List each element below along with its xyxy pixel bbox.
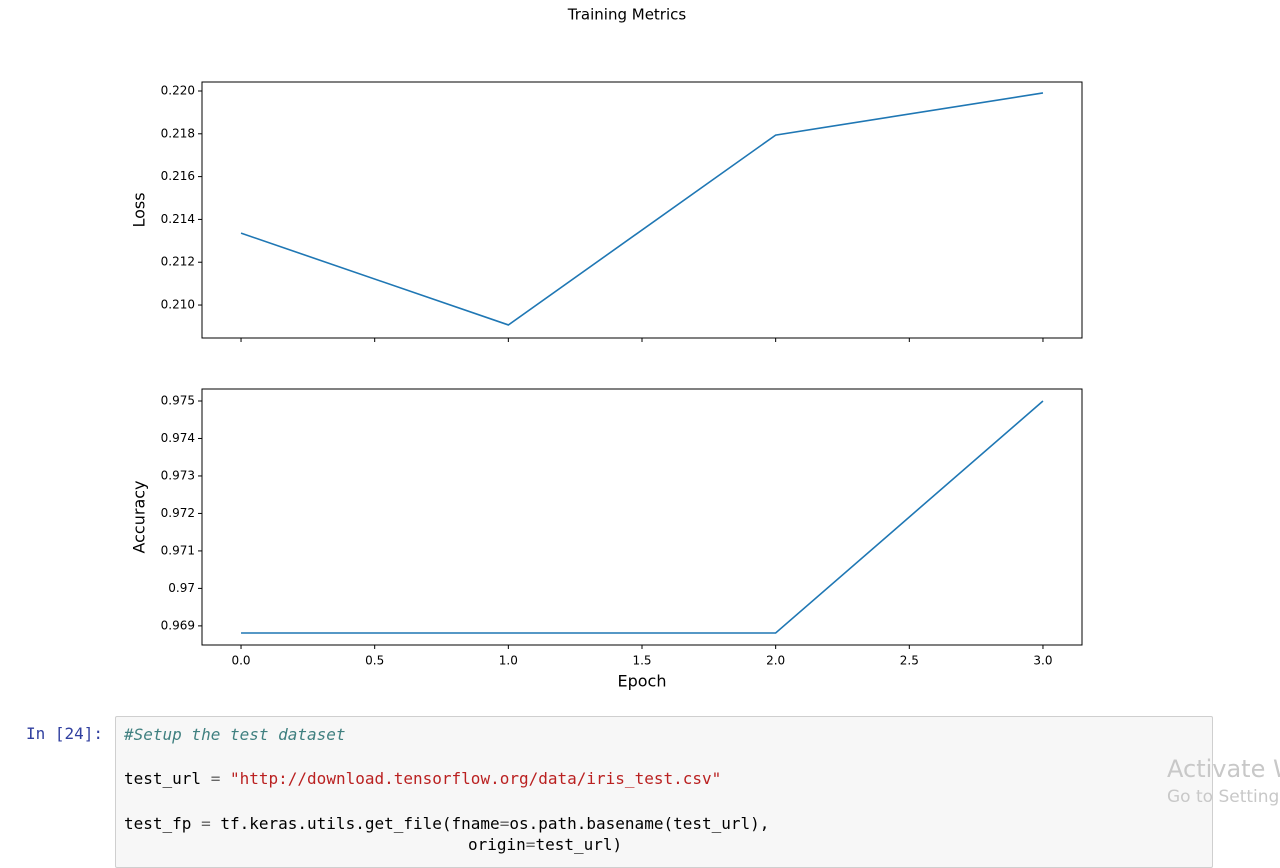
y-tick-label: 0.971 — [161, 543, 195, 557]
watermark-subtitle: Go to Settings to activate Windows. — [1167, 787, 1280, 807]
y-tick-label: 0.220 — [161, 83, 195, 97]
code-token: = — [499, 814, 510, 833]
code-token: "http://download.tensorflow.org/data/iri… — [229, 769, 722, 788]
code-token: = — [525, 835, 536, 854]
code-token: tf.keras.utils.get_file(fname — [210, 814, 500, 833]
code-token — [220, 769, 230, 788]
data-line — [241, 400, 1044, 634]
y-axis-label: Loss — [130, 192, 149, 227]
x-tick-label: 2.5 — [900, 654, 919, 668]
x-tick-label: 2.0 — [766, 654, 785, 668]
code-line: origin=test_url) — [468, 835, 622, 854]
plot-frame — [201, 81, 1083, 339]
y-tick-label: 0.218 — [161, 126, 195, 140]
code-token: test_url) — [535, 835, 623, 854]
watermark-title: Activate Windows — [1167, 755, 1280, 783]
x-tick-label: 3.0 — [1033, 654, 1052, 668]
code-token: test_fp — [124, 814, 202, 833]
y-axis-label: Accuracy — [130, 480, 149, 553]
y-tick-label: 0.212 — [161, 255, 195, 269]
code-token: os.path.basename(test_url), — [509, 814, 770, 833]
page: {"figure_title": "Training Metrics", "ch… — [26, 5, 1280, 868]
x-tick-label: 0.0 — [231, 654, 250, 668]
y-tick-label: 0.216 — [161, 169, 195, 183]
x-tick-label: 1.0 — [499, 654, 518, 668]
code-line: test_fp = tf.keras.utils.get_file(fname=… — [124, 814, 769, 833]
code-token: = — [210, 769, 221, 788]
code-line: test_url = "http://download.tensorflow.o… — [124, 769, 721, 788]
x-tick-label: 1.5 — [632, 654, 651, 668]
code-line: #Setup the test dataset — [124, 725, 346, 744]
cell-prompt: In [24]: — [26, 724, 104, 743]
y-tick-label: 0.975 — [161, 393, 195, 407]
y-tick-label: 0.969 — [161, 618, 195, 632]
y-tick-label: 0.97 — [168, 581, 195, 595]
y-tick-label: 0.973 — [161, 468, 195, 482]
code-token: #Setup the test dataset — [124, 725, 346, 744]
code-cell[interactable]: #Setup the test dataset test_url = "http:… — [115, 716, 1213, 868]
plot-frame — [201, 388, 1083, 646]
y-tick-label: 0.214 — [161, 212, 195, 226]
code-token: origin — [468, 835, 526, 854]
y-tick-label: 0.974 — [161, 431, 195, 445]
data-line — [240, 92, 1044, 326]
figure: Training Metrics 0.210 0.212 0.214 0.216 0.2… — [130, 6, 1083, 691]
x-tick-label: 0.5 — [365, 654, 384, 668]
code-token: test_url — [124, 769, 211, 788]
code-token: = — [201, 814, 211, 833]
figure-title: Training Metrics — [567, 6, 687, 24]
y-tick-label: 0.210 — [161, 298, 195, 312]
y-tick-label: 0.972 — [161, 506, 195, 520]
x-axis-label: Epoch — [618, 672, 667, 691]
